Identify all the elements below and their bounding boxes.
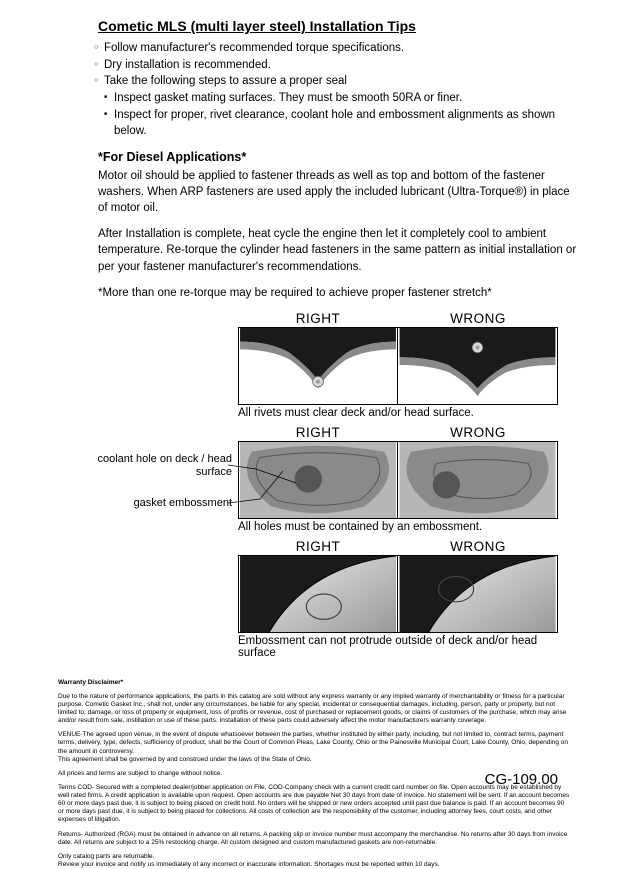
paragraph: *More than one re-torque may be required…	[98, 285, 580, 301]
bullet-item: Take the following steps to assure a pro…	[94, 73, 590, 90]
panel-label-right: RIGHT	[238, 311, 398, 326]
diagram-hole-right	[238, 441, 398, 519]
paragraph: After Installation is complete, heat cyc…	[98, 226, 580, 274]
panel-label-wrong: WRONG	[398, 425, 558, 440]
caption-emboss: Embossment can not protrude outside of d…	[238, 635, 558, 659]
paragraph: Motor oil should be applied to fastener …	[98, 168, 580, 216]
fine-para: VENUE-The agreed upon venue, in the even…	[58, 731, 570, 764]
bullet-subitem: Inspect for proper, rivet clearance, coo…	[94, 107, 590, 140]
bullet-item: Dry installation is recommended.	[94, 57, 590, 74]
bullet-subitem: Inspect gasket mating surfaces. They mus…	[94, 90, 590, 107]
caption-rivets: All rivets must clear deck and/or head s…	[238, 407, 558, 419]
diagram-hole-wrong	[398, 441, 558, 519]
fine-para: Due to the nature of performance applica…	[58, 693, 570, 726]
page-title: Cometic MLS (multi layer steel) Installa…	[98, 18, 590, 34]
callout-coolant: coolant hole on deck / head surface	[88, 453, 232, 479]
panel-label-wrong: WRONG	[398, 539, 558, 554]
panel-label-wrong: WRONG	[398, 311, 558, 326]
diagram-emboss-right	[238, 555, 398, 633]
fine-para: Terms COD- Secured with a completed deal…	[58, 784, 570, 825]
diagram-emboss-wrong	[398, 555, 558, 633]
diagram-rivet-right	[238, 327, 398, 405]
diesel-heading: *For Diesel Applications*	[98, 150, 590, 164]
fine-heading: Warranty Disclaimer*	[58, 679, 570, 687]
bullet-item: Follow manufacturer's recommended torque…	[94, 40, 590, 57]
fine-para: Returns- Authorized (RGA) must be obtain…	[58, 831, 570, 847]
page-code: CG-109.00	[485, 771, 558, 788]
panel-label-right: RIGHT	[238, 425, 398, 440]
diagram-rivet-wrong	[398, 327, 558, 405]
fine-para: Only catalog parts are returnable.Review…	[58, 853, 570, 869]
diagram-section: RIGHT WRONG	[88, 311, 590, 665]
caption-holes: All holes must be contained by an emboss…	[238, 521, 558, 533]
bullet-list: Follow manufacturer's recommended torque…	[94, 40, 590, 140]
panel-label-right: RIGHT	[238, 539, 398, 554]
callout-emboss: gasket embossment	[88, 497, 232, 509]
